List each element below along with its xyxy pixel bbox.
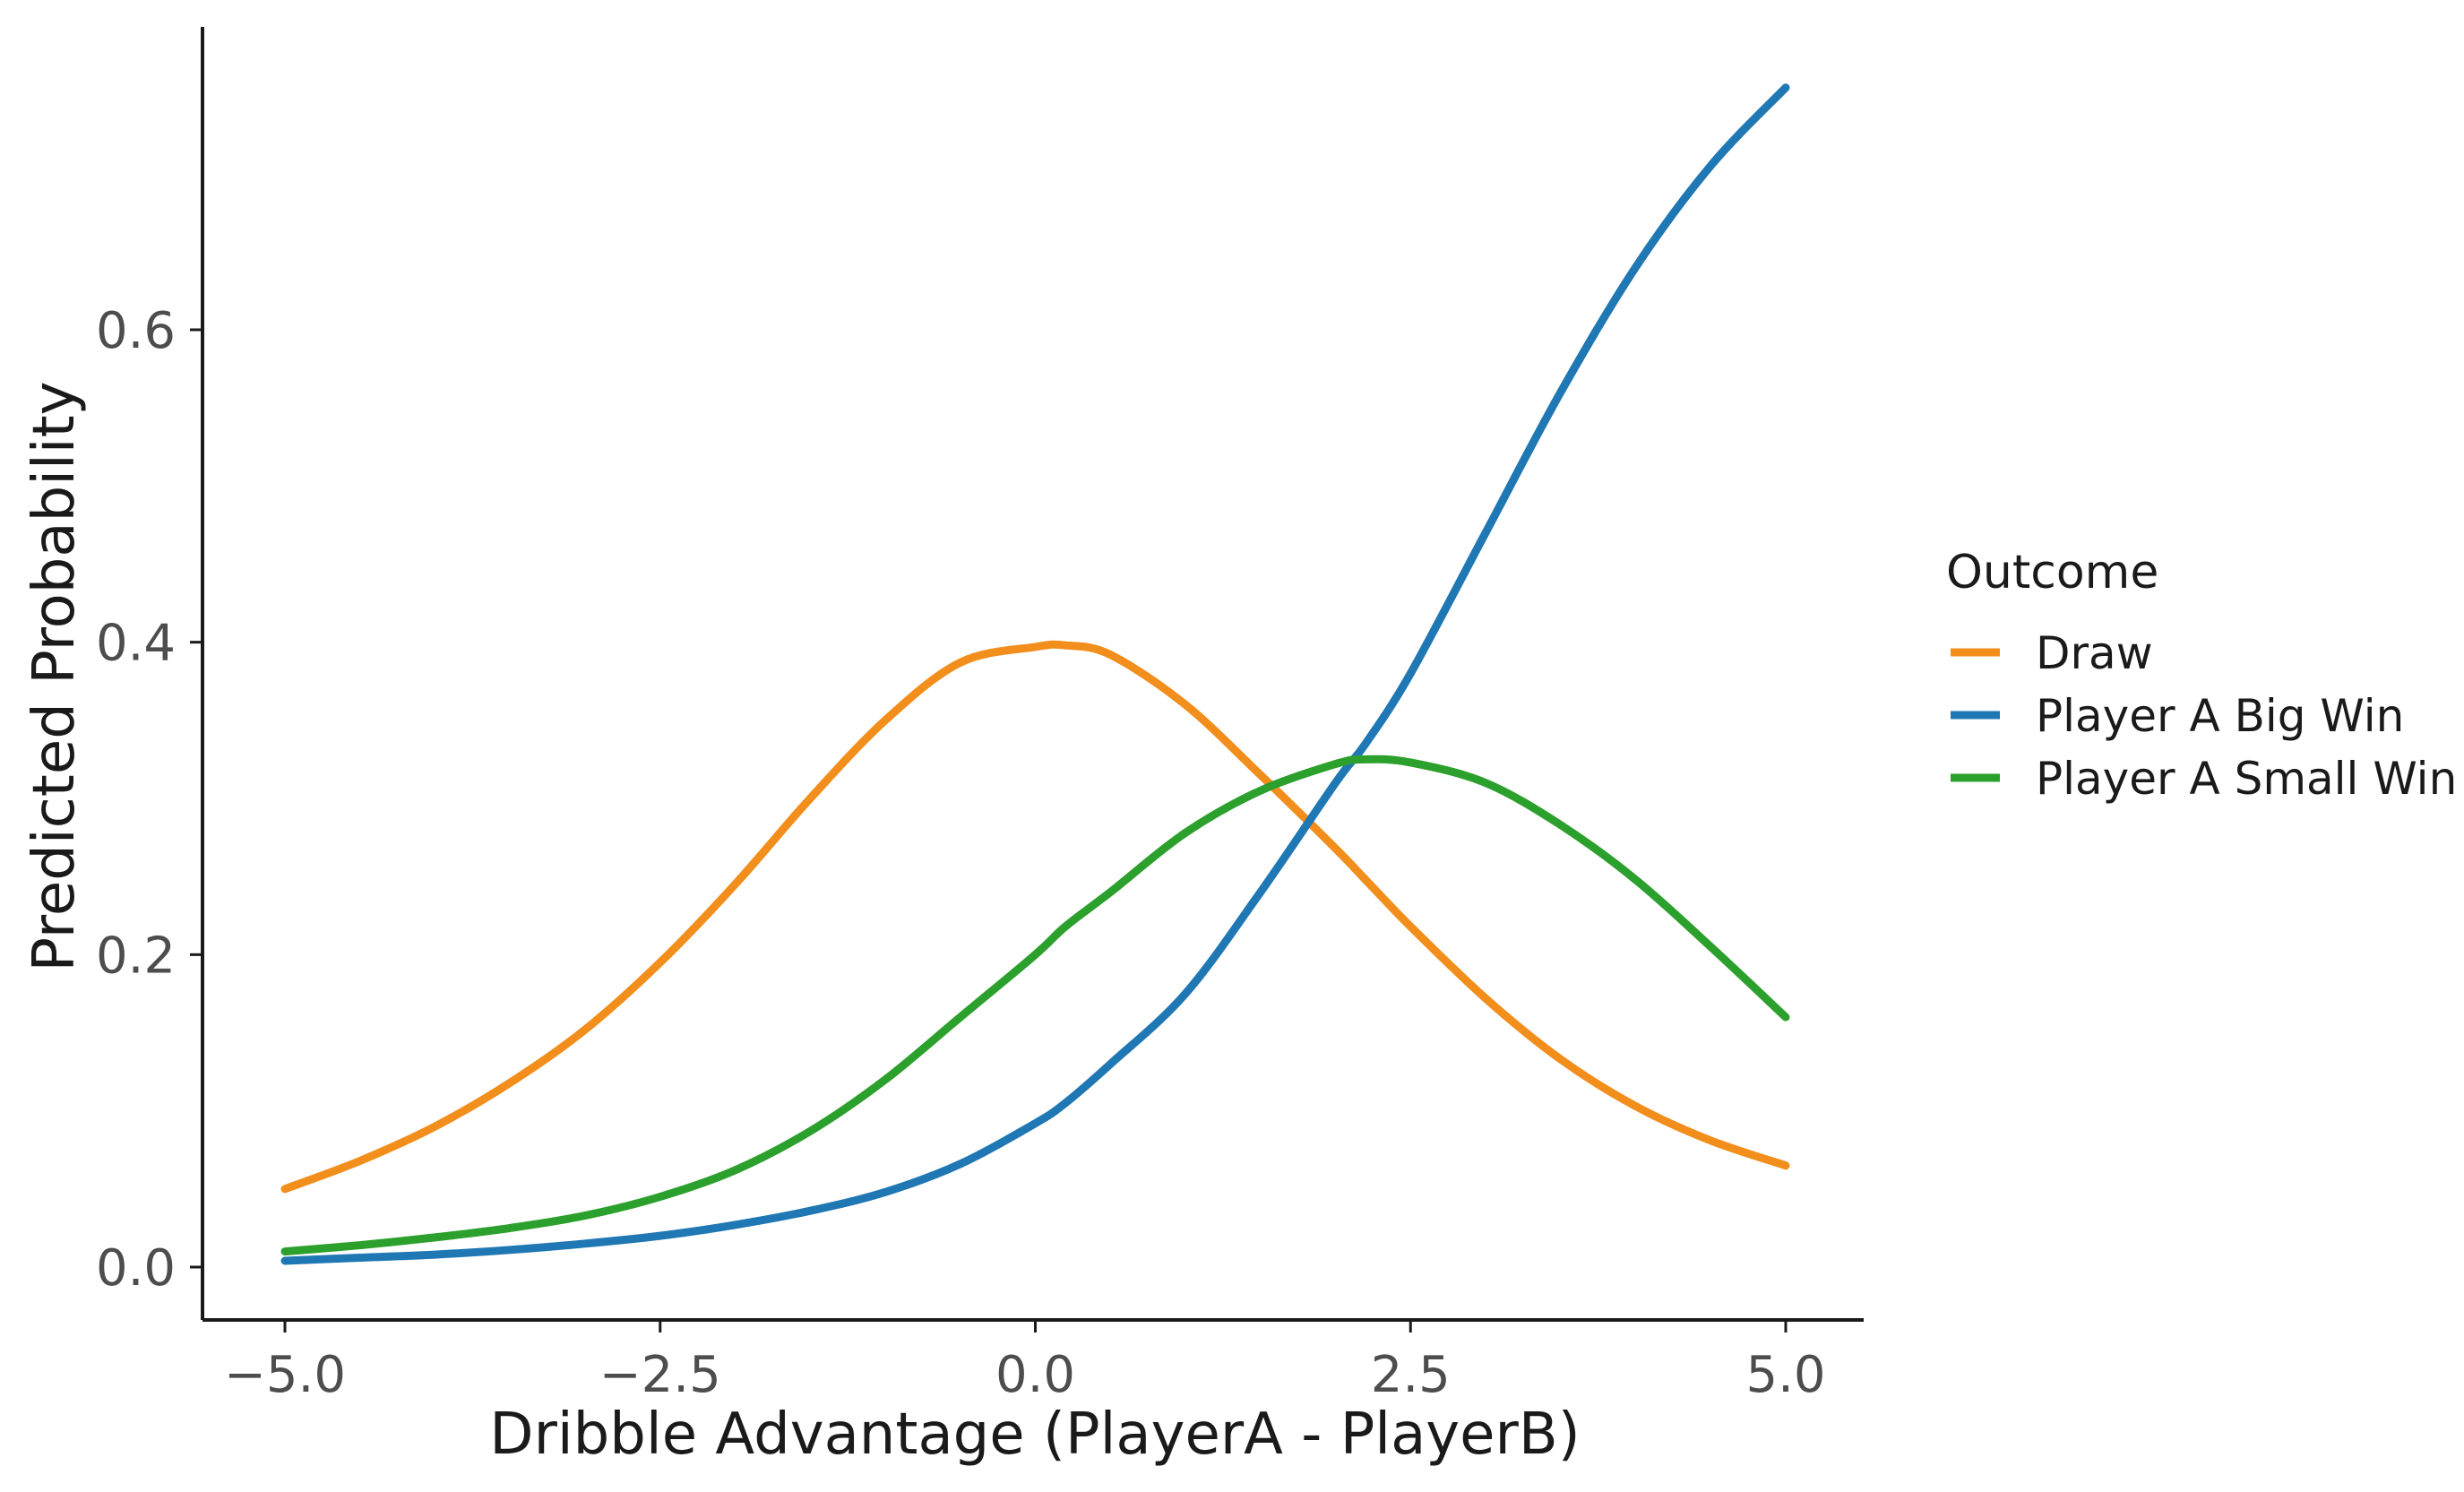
legend-label-player-a-big-win: Player A Big Win [2036,690,2404,742]
legend-label-draw: Draw [2036,627,2153,679]
legend-title: Outcome [1946,546,2158,599]
series-lines [280,83,1790,1265]
x-tick-label: 5.0 [1745,1346,1825,1404]
legend-label-player-a-small-win: Player A Small Win [2036,753,2457,805]
x-tick-label: 0.0 [995,1346,1075,1404]
x-axis-title: Dribble Advantage (PlayerA - PlayerB) [489,1401,1580,1468]
legend-items: Draw Player A Big Win Player A Small Win [1951,627,2457,805]
series-line-draw [280,640,1790,1194]
series-line-player-a-big-win [280,83,1790,1265]
plot-area: −5.0 −2.5 0.0 2.5 5.0 0.0 0.2 0.4 0.6 [96,27,1864,1404]
x-axis-ticks: −5.0 −2.5 0.0 2.5 5.0 [224,1320,1826,1404]
series-line-player-a-small-win [280,755,1790,1256]
y-axis-ticks: 0.0 0.2 0.4 0.6 [96,302,202,1298]
y-tick-label: 0.2 [96,927,176,985]
y-tick-label: 0.0 [96,1239,176,1298]
x-tick-label: −2.5 [599,1346,721,1404]
y-axis-title: Predicted Probability [22,381,88,971]
x-tick-label: −5.0 [224,1346,346,1404]
legend: Outcome Draw Player A Big Win Player A Sma… [1946,546,2457,805]
y-tick-label: 0.4 [96,615,176,673]
y-tick-label: 0.6 [96,302,176,360]
x-tick-label: 2.5 [1371,1346,1451,1404]
